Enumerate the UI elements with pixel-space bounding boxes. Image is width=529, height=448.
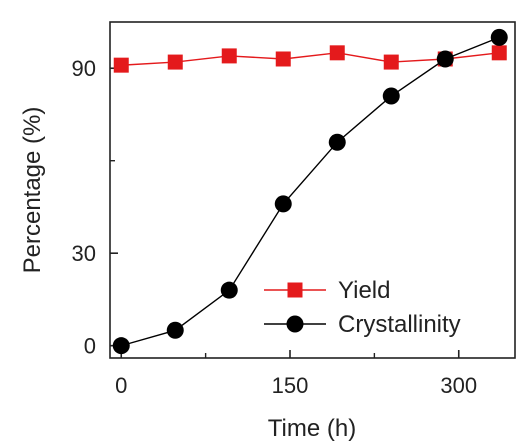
x-axis-title: Time (h) xyxy=(268,415,356,442)
series-line xyxy=(121,52,500,66)
data-point xyxy=(382,87,400,105)
plot-frame xyxy=(109,21,516,359)
data-point xyxy=(491,45,507,61)
data-point xyxy=(112,337,130,355)
x-tick-label: 300 xyxy=(440,373,477,398)
data-point xyxy=(329,45,345,61)
series-crystallinity xyxy=(112,28,508,355)
data-point xyxy=(113,57,129,73)
x-tick-label: 150 xyxy=(272,373,309,398)
legend-label: Crystallinity xyxy=(338,311,461,338)
legend-item-crystallinity: Crystallinity xyxy=(264,311,461,338)
y-tick-label: 30 xyxy=(72,241,96,266)
legend-marker xyxy=(287,282,303,298)
data-point xyxy=(490,28,508,46)
series-line xyxy=(121,36,500,347)
data-point xyxy=(221,48,237,64)
data-point xyxy=(275,51,291,67)
x-axis: 0 150 300 xyxy=(115,350,477,398)
legend-marker xyxy=(286,315,304,333)
data-point xyxy=(166,321,184,339)
y-axis-title: Percentage (%) xyxy=(19,107,46,274)
x-tick-label: 0 xyxy=(115,373,127,398)
data-point xyxy=(436,50,454,68)
y-tick-label: 90 xyxy=(72,56,96,81)
data-point xyxy=(220,281,238,299)
data-point xyxy=(167,54,183,70)
y-axis: 0 30 90 xyxy=(72,56,118,359)
data-point xyxy=(328,133,346,151)
data-point xyxy=(383,54,399,70)
legend-label: Yield xyxy=(338,277,390,304)
y-tick-label: 0 xyxy=(84,334,96,359)
series-layer xyxy=(112,28,508,355)
legend: Yield Crystallinity xyxy=(264,277,461,338)
data-point xyxy=(274,195,292,213)
legend-item-yield: Yield xyxy=(264,277,390,304)
